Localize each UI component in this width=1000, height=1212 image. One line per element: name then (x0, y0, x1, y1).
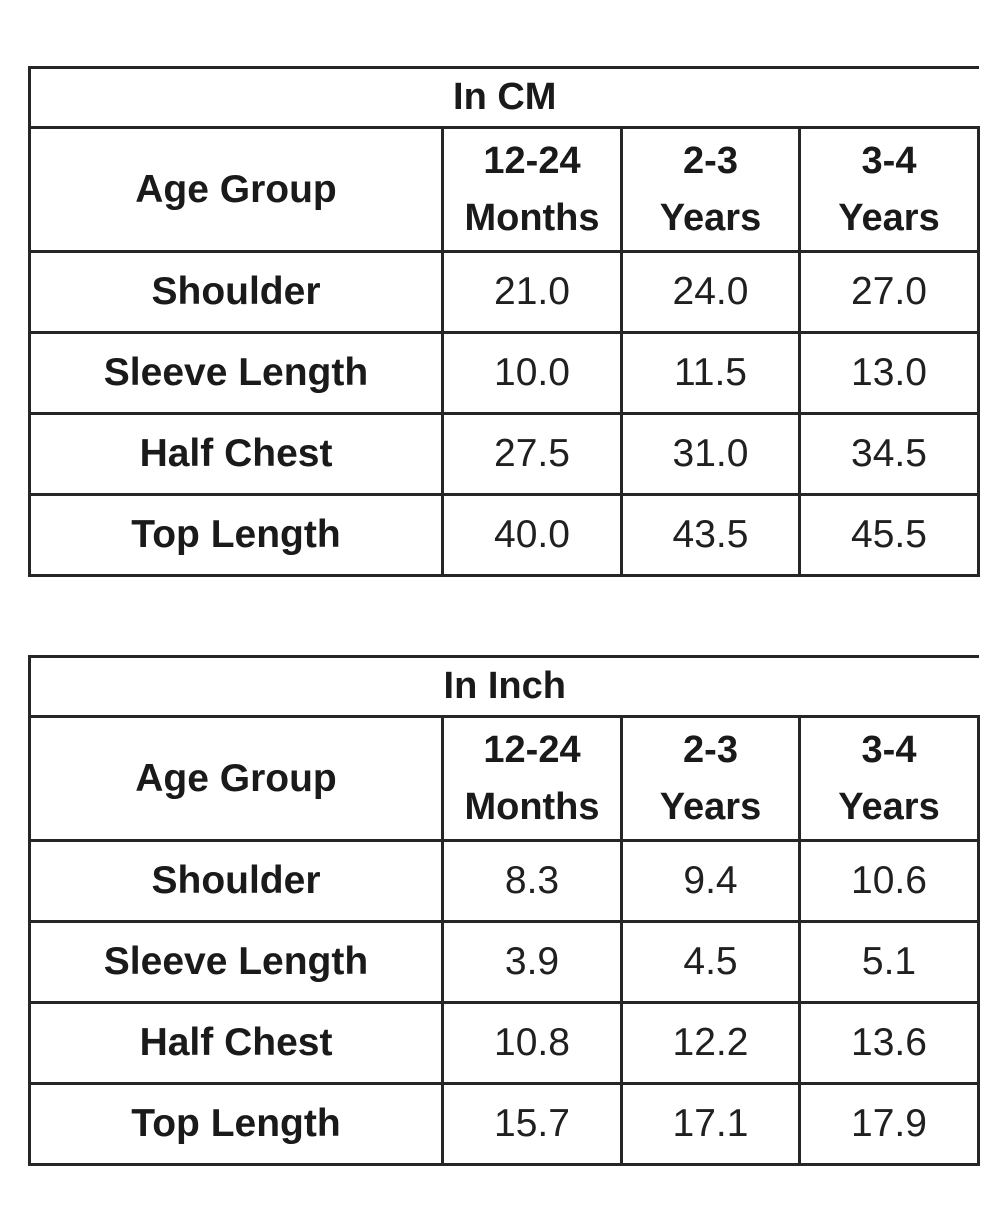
table-row: Half Chest 27.5 31.0 34.5 (28, 412, 980, 496)
table-row: Sleeve Length 3.9 4.5 5.1 (28, 920, 981, 1004)
cell-value: 15.7 (441, 1082, 623, 1166)
cell-value: 31.0 (620, 412, 801, 496)
row-label-half-chest: Half Chest (28, 1001, 444, 1085)
table-row: Age Group 12-24 Months 2-3 Years 3-4 Yea… (28, 126, 980, 253)
cell-value: 4.5 (620, 920, 801, 1004)
cell-value: 10.6 (797, 839, 981, 923)
cell-value: 9.4 (620, 839, 801, 923)
cell-value: 13.6 (797, 1001, 981, 1085)
cell-value: 21.0 (441, 250, 623, 334)
cell-value: 34.5 (798, 412, 980, 496)
cell-value: 8.3 (441, 839, 623, 923)
table-row: Shoulder 8.3 9.4 10.6 (28, 839, 981, 923)
row-label-top-length: Top Length (28, 1082, 444, 1166)
row-label-shoulder: Shoulder (28, 250, 444, 334)
table-title-cm: In CM (28, 66, 979, 129)
column-header-2-3-years: 2-3 Years (620, 126, 801, 253)
row-label-half-chest: Half Chest (28, 412, 444, 496)
column-header-3-4-years: 3-4 Years (798, 126, 980, 253)
cell-value: 17.9 (797, 1082, 981, 1166)
cell-value: 10.0 (441, 331, 623, 415)
column-header-2-3-years: 2-3 Years (620, 715, 801, 842)
table-row: Shoulder 21.0 24.0 27.0 (28, 250, 980, 334)
cell-value: 11.5 (620, 331, 801, 415)
cell-value: 13.0 (798, 331, 980, 415)
column-header-3-4-years: 3-4 Years (797, 715, 981, 842)
row-label-shoulder: Shoulder (28, 839, 444, 923)
column-header-12-24-months: 12-24 Months (441, 126, 623, 253)
table-row: In Inch (27, 655, 979, 718)
size-table-inch: In Inch Age Group 12-24 Months 2-3 Years… (27, 655, 981, 1166)
table-title-inch: In Inch (27, 655, 979, 718)
cell-value: 27.5 (441, 412, 623, 496)
cell-value: 45.5 (798, 493, 980, 577)
table-row: Age Group 12-24 Months 2-3 Years 3-4 Yea… (28, 715, 981, 842)
cell-value: 27.0 (798, 250, 980, 334)
cell-value: 17.1 (620, 1082, 801, 1166)
row-label-top-length: Top Length (28, 493, 444, 577)
cell-value: 43.5 (620, 493, 801, 577)
row-label-sleeve-length: Sleeve Length (28, 331, 444, 415)
row-label-sleeve-length: Sleeve Length (28, 920, 444, 1004)
cell-value: 5.1 (797, 920, 981, 1004)
size-table-cm: In CM Age Group 12-24 Months 2-3 Years 3… (28, 66, 980, 577)
table-row: In CM (28, 66, 979, 129)
table-row: Sleeve Length 10.0 11.5 13.0 (28, 331, 980, 415)
column-header-12-24-months: 12-24 Months (441, 715, 623, 842)
cell-value: 10.8 (441, 1001, 623, 1085)
cell-value: 3.9 (441, 920, 623, 1004)
column-header-age-group: Age Group (28, 126, 444, 253)
cell-value: 12.2 (620, 1001, 801, 1085)
column-header-age-group: Age Group (28, 715, 444, 842)
table-row: Top Length 40.0 43.5 45.5 (28, 493, 980, 577)
cell-value: 40.0 (441, 493, 623, 577)
table-row: Half Chest 10.8 12.2 13.6 (28, 1001, 981, 1085)
table-row: Top Length 15.7 17.1 17.9 (28, 1082, 981, 1166)
cell-value: 24.0 (620, 250, 801, 334)
